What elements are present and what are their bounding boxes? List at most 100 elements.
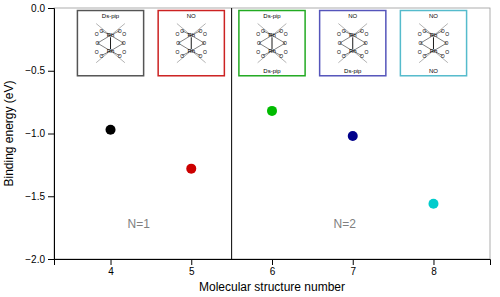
atom-label: O	[176, 49, 180, 55]
x-tick: 6	[270, 259, 276, 277]
atom-label: O	[422, 53, 426, 59]
atom-label: O	[180, 53, 184, 59]
atom-label: Rh	[107, 48, 115, 54]
marks	[106, 8, 439, 259]
x-tick-label: 8	[431, 266, 437, 277]
atom-label: O	[337, 49, 341, 55]
atom-label: O	[441, 53, 445, 59]
chart: 456780.0−0.5−1.0−1.5−2.0N=1N=2RhRhOOOOOO…	[0, 0, 500, 297]
inset: RhRhOOOOOOOOOONODs-pip	[320, 11, 386, 76]
inset-box	[320, 11, 386, 76]
y-tick-label: 0.0	[31, 3, 45, 14]
y-tick-label: −0.5	[25, 65, 45, 76]
point	[186, 164, 196, 174]
atom-label: O	[256, 31, 260, 37]
y-tick: −2.0	[25, 254, 54, 265]
atom-label: O	[422, 28, 426, 34]
y-tick-mark	[48, 259, 54, 260]
atom-label: O	[445, 31, 449, 37]
y-tick-mark	[48, 134, 54, 135]
inset-label: NO	[348, 13, 357, 19]
inset: RhRhOOOOOOOOOONONO	[400, 11, 466, 76]
atom-label: O	[441, 28, 445, 34]
x-tick-mark	[111, 259, 112, 265]
x-axis: 4 5 6 7 8	[55, 259, 491, 277]
atom-label: O	[445, 40, 449, 46]
atom-label: O	[364, 40, 368, 46]
plot: 456780.0−0.5−1.0−1.5−2.0N=1N=2RhRhOOOOOO…	[25, 3, 490, 277]
atom-label: O	[365, 31, 369, 37]
annotation: N=2	[333, 217, 356, 231]
inset-box	[239, 11, 305, 76]
atom-label: O	[203, 31, 207, 37]
y-tick: −1.0	[25, 128, 54, 139]
point	[106, 125, 116, 135]
x-axis-line	[55, 260, 491, 266]
atom-label: O	[202, 40, 206, 46]
x-tick: 8	[431, 259, 437, 277]
atom-label: Rh	[187, 32, 195, 38]
insets: RhRhOOOOOOOOOODs-pipRhRhOOOOOOOOOONORhRh…	[77, 11, 466, 76]
y-tick: 0.0	[31, 3, 54, 14]
y-tick-mark	[48, 71, 54, 72]
atom-label: O	[360, 28, 364, 34]
x-tick: 4	[108, 259, 114, 277]
point	[267, 106, 277, 116]
atom-label: O	[176, 31, 180, 37]
atom-label: O	[96, 40, 100, 46]
atom-label: O	[261, 28, 265, 34]
atom-label: O	[418, 40, 422, 46]
x-tick-mark	[272, 259, 273, 265]
atom-label: O	[279, 53, 283, 59]
x-tick-label: 7	[350, 266, 356, 277]
x-tick-label: 5	[189, 266, 195, 277]
atom-label: Rh	[430, 48, 438, 54]
y-tick-mark	[48, 8, 54, 9]
inset-label: Ds-pip	[263, 13, 281, 19]
atom-label: O	[99, 53, 103, 59]
atom-label: O	[95, 49, 99, 55]
atom-label: O	[176, 40, 180, 46]
x-tick: 7	[350, 259, 356, 277]
atom-label: O	[118, 53, 122, 59]
y-tick-label: −1.5	[25, 191, 45, 202]
point	[348, 131, 358, 141]
y-tick-mark	[48, 196, 54, 197]
y-axis-title: Binding energy (eV)	[2, 80, 16, 186]
atom-label: O	[180, 28, 184, 34]
atom-label: O	[122, 49, 126, 55]
inset-label: Ds-pip	[344, 68, 362, 74]
inset-label: Ds-pip	[263, 68, 281, 74]
annotation: N=1	[128, 217, 151, 231]
atom-label: O	[360, 53, 364, 59]
atom-label: O	[256, 49, 260, 55]
atom-label: O	[279, 28, 283, 34]
inset: RhRhOOOOOOOOOONO	[158, 11, 224, 76]
atom-label: O	[284, 49, 288, 55]
atom-label: O	[99, 28, 103, 34]
atom-label: Rh	[268, 32, 276, 38]
atom-label: Rh	[349, 32, 357, 38]
atom-label: O	[198, 28, 202, 34]
y-tick: −1.5	[25, 191, 54, 202]
atom-label: O	[342, 28, 346, 34]
atom-label: O	[284, 31, 288, 37]
y-tick: −0.5	[25, 65, 54, 76]
atom-label: O	[283, 40, 287, 46]
plot-frame	[54, 8, 490, 259]
atom-label: Rh	[187, 48, 195, 54]
atom-label: O	[337, 31, 341, 37]
inset-label: NO	[187, 13, 196, 19]
y-tick-label: −2.0	[25, 254, 45, 265]
atom-label: O	[418, 49, 422, 55]
x-tick: 5	[189, 259, 195, 277]
y-axis-line	[48, 9, 55, 260]
x-tick-mark	[353, 259, 354, 265]
atom-label: O	[445, 49, 449, 55]
atom-label: O	[257, 40, 261, 46]
y-tick-label: −1.0	[25, 128, 45, 139]
atom-label: Rh	[268, 48, 276, 54]
x-tick-mark	[191, 259, 192, 265]
atom-label: O	[122, 40, 126, 46]
atom-label: O	[122, 31, 126, 37]
